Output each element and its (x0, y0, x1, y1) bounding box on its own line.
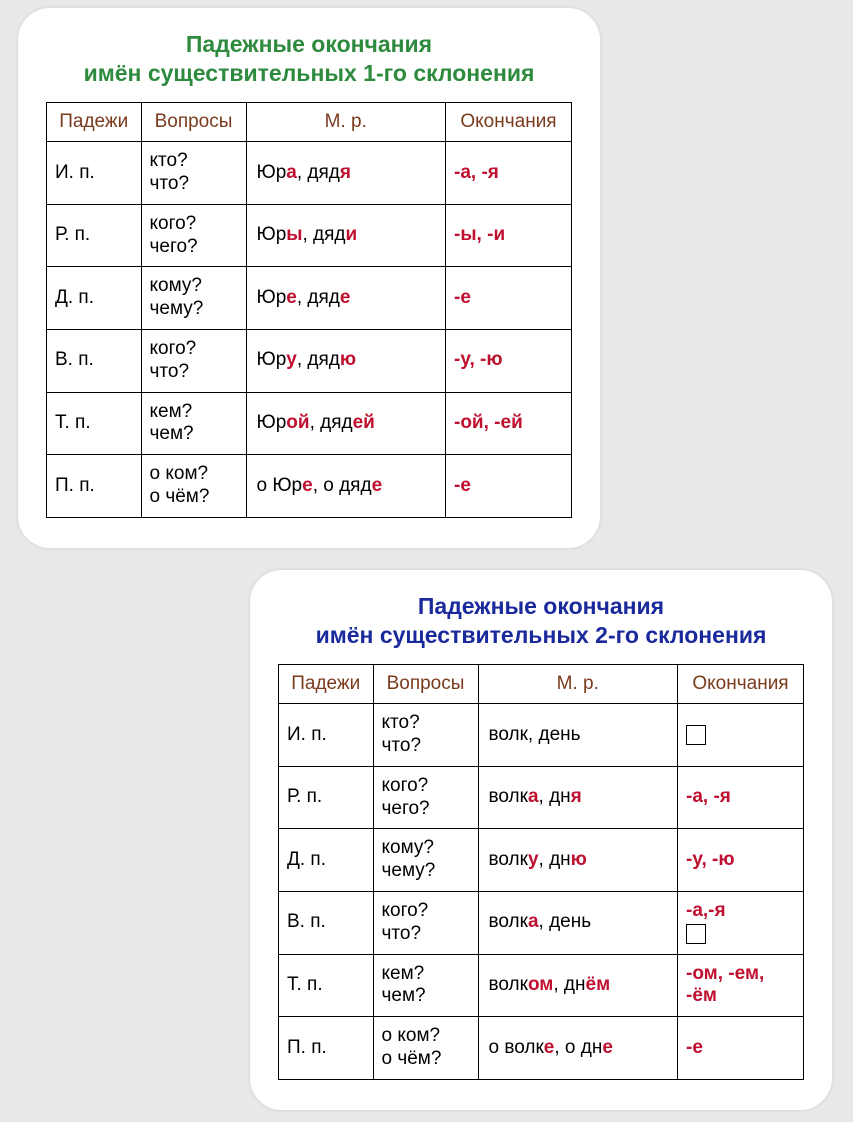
cell-examples: волком, днём (478, 954, 678, 1017)
cell-case: Т. п. (47, 392, 142, 455)
table-declension-1: Падежи Вопросы М. р. Окончания И. п.кто?… (46, 102, 572, 518)
card1-title-line1: Падежные окончания (186, 31, 432, 57)
cell-endings (678, 704, 804, 767)
cell-questions: кто?что? (141, 142, 246, 205)
header-cases: Падежи (47, 102, 142, 142)
table-row: Р. п.кого?чего?волка, дня-а, -я (279, 766, 804, 829)
card-declension-2: Падежные окончания имён существительных … (250, 570, 832, 1110)
cell-examples: волка, день (478, 892, 678, 955)
header-endings: Окончания (446, 102, 572, 142)
card2-title-line1: Падежные окончания (418, 593, 664, 619)
cell-endings: -а, -я (446, 142, 572, 205)
cell-endings: -ом, -ем, -ём (678, 954, 804, 1017)
card2-title: Падежные окончания имён существительных … (278, 592, 804, 650)
cell-case: И. п. (47, 142, 142, 205)
cell-endings: -е (678, 1017, 804, 1080)
table-declension-2: Падежи Вопросы М. р. Окончания И. п.кто?… (278, 664, 804, 1080)
table-row: Д. п.кому?чему?волку, дню-у, -ю (279, 829, 804, 892)
empty-ending-icon (686, 725, 706, 745)
cell-case: Д. п. (279, 829, 374, 892)
header-gender: М. р. (478, 664, 678, 704)
table-row: Р. п.кого?чего?Юры, дяди-ы, -и (47, 204, 572, 267)
table-row: П. п.о ком?о чём?о Юре, о дяде-е (47, 455, 572, 518)
card2-title-line2: имён существительных 2-го склонения (316, 622, 767, 648)
header-endings: Окончания (678, 664, 804, 704)
cell-case: Д. п. (47, 267, 142, 330)
cell-endings: -ы, -и (446, 204, 572, 267)
card2-tbody: И. п.кто?что?волк, деньР. п.кого?чего?во… (279, 704, 804, 1080)
cell-examples: о Юре, о дяде (246, 455, 446, 518)
cell-case: П. п. (279, 1017, 374, 1080)
header-questions: Вопросы (373, 664, 478, 704)
card-declension-1: Падежные окончания имён существительных … (18, 8, 600, 548)
cell-questions: кого?чего? (373, 766, 478, 829)
cell-endings: -у, -ю (446, 330, 572, 393)
table-row: В. п.кого?что?Юру, дядю-у, -ю (47, 330, 572, 393)
cell-endings: -е (446, 267, 572, 330)
cell-endings: -а, -я (678, 766, 804, 829)
cell-questions: кого?что? (141, 330, 246, 393)
cell-case: Т. п. (279, 954, 374, 1017)
cell-case: И. п. (279, 704, 374, 767)
table-row: Д. п.кому?чему?Юре, дяде-е (47, 267, 572, 330)
cell-case: В. п. (47, 330, 142, 393)
cell-questions: кого?чего? (141, 204, 246, 267)
cell-examples: Юре, дяде (246, 267, 446, 330)
cell-case: В. п. (279, 892, 374, 955)
cell-questions: кем?чем? (141, 392, 246, 455)
card1-title: Падежные окончания имён существительных … (46, 30, 572, 88)
cell-case: Р. п. (279, 766, 374, 829)
card1-title-line2: имён существительных 1-го склонения (84, 60, 535, 86)
table-header-row: Падежи Вопросы М. р. Окончания (279, 664, 804, 704)
header-gender: М. р. (246, 102, 446, 142)
table-row: Т. п.кем?чем?Юрой, дядей-ой, -ей (47, 392, 572, 455)
cell-examples: Юра, дядя (246, 142, 446, 205)
cell-questions: о ком?о чём? (373, 1017, 478, 1080)
cell-endings: -ой, -ей (446, 392, 572, 455)
page: Падежные окончания имён существительных … (0, 0, 853, 1122)
cell-examples: волку, дню (478, 829, 678, 892)
cell-case: Р. п. (47, 204, 142, 267)
empty-ending-icon (686, 924, 706, 944)
cell-examples: Юру, дядю (246, 330, 446, 393)
table-row: Т. п.кем?чем?волком, днём-ом, -ем, -ём (279, 954, 804, 1017)
cell-endings: -е (446, 455, 572, 518)
cell-examples: о волке, о дне (478, 1017, 678, 1080)
table-row: В. п.кого?что?волка, день-а,-я (279, 892, 804, 955)
card1-tbody: И. п.кто?что?Юра, дядя-а, -яР. п.кого?че… (47, 142, 572, 518)
cell-examples: Юры, дяди (246, 204, 446, 267)
cell-questions: кому?чему? (141, 267, 246, 330)
table-header-row: Падежи Вопросы М. р. Окончания (47, 102, 572, 142)
cell-case: П. п. (47, 455, 142, 518)
table-row: И. п.кто?что?волк, день (279, 704, 804, 767)
cell-examples: Юрой, дядей (246, 392, 446, 455)
cell-examples: волк, день (478, 704, 678, 767)
cell-endings: -а,-я (678, 892, 804, 955)
cell-questions: о ком?о чём? (141, 455, 246, 518)
cell-endings: -у, -ю (678, 829, 804, 892)
header-questions: Вопросы (141, 102, 246, 142)
cell-questions: кого?что? (373, 892, 478, 955)
cell-questions: кем?чем? (373, 954, 478, 1017)
cell-questions: кто?что? (373, 704, 478, 767)
header-cases: Падежи (279, 664, 374, 704)
table-row: И. п.кто?что?Юра, дядя-а, -я (47, 142, 572, 205)
table-row: П. п.о ком?о чём?о волке, о дне-е (279, 1017, 804, 1080)
cell-examples: волка, дня (478, 766, 678, 829)
cell-questions: кому?чему? (373, 829, 478, 892)
